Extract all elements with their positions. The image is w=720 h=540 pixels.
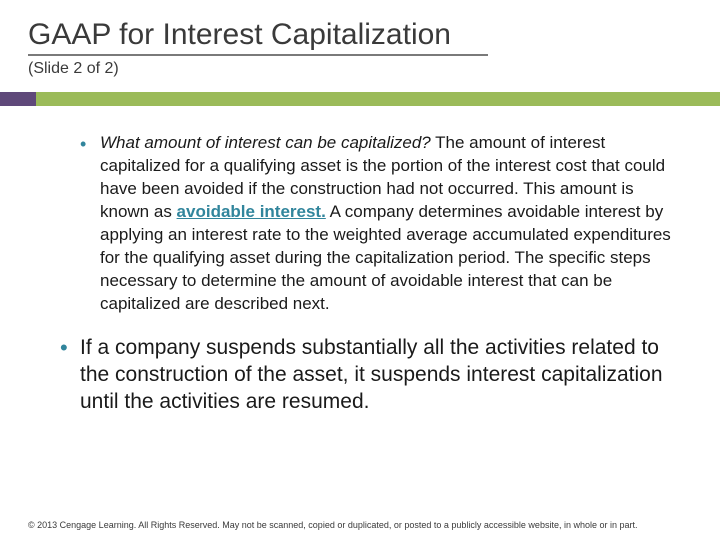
bullet-item-1: What amount of interest can be capitaliz… [80,132,672,316]
slide-title: GAAP for Interest Capitalization [28,18,692,52]
slide-subtitle: (Slide 2 of 2) [28,60,692,78]
copyright-footer: © 2013 Cengage Learning. All Rights Rese… [28,520,692,530]
title-underline [28,54,488,56]
accent-bar-purple [0,92,36,106]
accent-bar-green [36,92,720,106]
bullet-item-2: If a company suspends substantially all … [60,334,672,416]
accent-bar [0,92,720,106]
slide-container: GAAP for Interest Capitalization (Slide … [0,0,720,540]
bullet1-keyword: avoidable interest. [177,202,326,221]
content-area: What amount of interest can be capitaliz… [28,132,692,415]
bullet1-lead: What amount of interest can be capitaliz… [100,133,431,152]
